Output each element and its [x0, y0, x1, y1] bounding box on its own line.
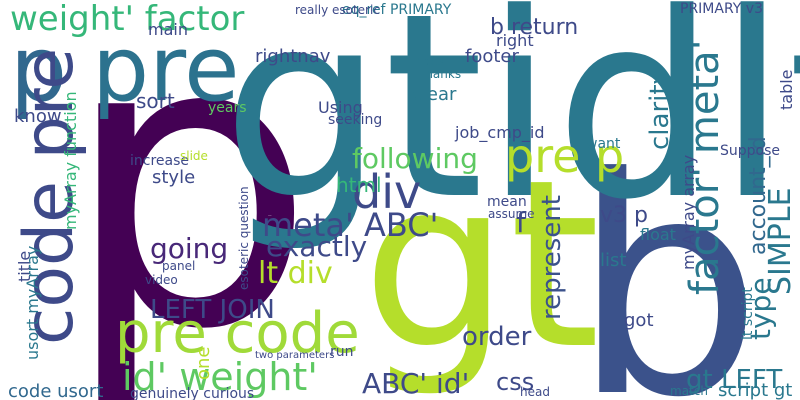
word: pre p: [505, 129, 624, 183]
word: two parameters: [255, 350, 334, 361]
word: head: [520, 385, 550, 399]
word: style: [152, 167, 195, 188]
word: id' weight': [122, 355, 318, 399]
word: clear: [412, 84, 457, 105]
word: increase: [130, 153, 189, 169]
word: know: [14, 106, 62, 127]
word: html: [336, 173, 382, 197]
word: mean: [487, 194, 527, 210]
word: order: [462, 322, 532, 352]
word: main: [148, 20, 188, 39]
word: f: [516, 206, 527, 239]
word: usort myArray: [23, 246, 42, 360]
word: list: [600, 250, 626, 271]
word: slide: [180, 149, 208, 163]
word: css: [496, 368, 534, 396]
word: myArray function: [61, 91, 80, 230]
word: factor' meta': [682, 39, 728, 295]
word: video: [145, 273, 178, 287]
word: b: [572, 114, 762, 400]
word: one: [193, 347, 214, 381]
word: match: [670, 384, 708, 398]
word: float: [640, 225, 676, 244]
word: Using: [318, 98, 363, 117]
word: ABC' id': [362, 367, 469, 400]
word: p: [62, 0, 316, 400]
word: seeking: [328, 112, 382, 128]
word: v3 p: [600, 203, 648, 228]
word: footer: [465, 46, 519, 67]
word: title: [15, 251, 34, 282]
word: rightnav: [255, 46, 331, 67]
word: exactly: [266, 230, 367, 263]
word: years: [208, 100, 247, 116]
word: really esoteric: [295, 3, 380, 17]
word: lt script: [740, 287, 756, 340]
word: type: [744, 277, 777, 340]
word: right: [496, 31, 534, 50]
word: genuinely curious: [130, 386, 254, 400]
word: run: [330, 344, 354, 360]
word: clarity: [645, 69, 675, 150]
word: account_id: [746, 136, 771, 255]
word: table: [777, 69, 796, 110]
word: index: [412, 54, 445, 68]
word: sort: [136, 89, 175, 113]
word: pre code: [115, 301, 360, 366]
word: LEFT JOIN: [150, 295, 275, 325]
word: code usort: [8, 381, 103, 400]
word: myArray array: [679, 155, 698, 270]
word: div: [352, 165, 421, 219]
word: esoteric question: [237, 186, 251, 290]
word: weight' factor: [10, 0, 244, 39]
word: b return: [490, 15, 578, 40]
word: Thanks: [417, 67, 461, 81]
word: SIMPLE: [763, 187, 798, 295]
word: code pre: [10, 48, 89, 345]
word: exactly: [268, 214, 272, 217]
word: job_cmp_id: [454, 123, 545, 143]
word: Suppose: [720, 143, 780, 159]
word: following: [352, 142, 478, 175]
word: assume: [488, 207, 535, 221]
word: eq_ref PRIMARY: [342, 2, 452, 18]
word: gt: [362, 130, 600, 400]
word: pre: [92, 17, 240, 122]
word: represent: [537, 195, 567, 320]
word: script gt: [718, 380, 792, 400]
word: lt div: [258, 256, 333, 291]
word: p: [10, 17, 67, 122]
word: want: [586, 136, 621, 152]
word: got: [624, 310, 654, 331]
word: going: [150, 232, 228, 265]
word: meta' ABC': [262, 206, 438, 244]
word: gtidlt: [222, 0, 800, 256]
word: PRIMARY v3: [680, 1, 763, 17]
word: gt LEFT: [686, 365, 782, 395]
word: panel: [162, 259, 195, 273]
